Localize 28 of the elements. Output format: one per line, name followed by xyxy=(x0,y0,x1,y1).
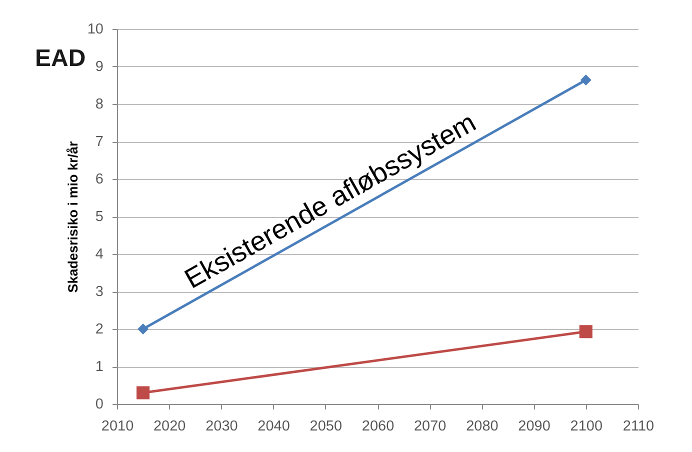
y-tick-label: 0 xyxy=(95,396,104,412)
x-tick-label: 2100 xyxy=(570,418,603,434)
point xyxy=(138,324,149,334)
y-tick-label: 5 xyxy=(95,209,104,225)
x-tick-label: 2030 xyxy=(206,418,238,434)
point xyxy=(579,325,592,338)
point xyxy=(580,74,592,86)
x-tick-label: 2060 xyxy=(362,418,394,434)
y-tick-label: 9 xyxy=(95,59,104,75)
x-tick-label: 2110 xyxy=(622,418,654,434)
y-axis-title: Skadesrisiko i mio kr/år xyxy=(65,140,80,293)
y-tick-label: 1 xyxy=(95,359,104,375)
text: EAD xyxy=(35,45,86,72)
y-tick-label: 7 xyxy=(95,134,104,150)
y-tick-label: 8 xyxy=(95,96,104,112)
y-tick-label: 10 xyxy=(87,22,104,38)
x-tick-label: 2070 xyxy=(414,418,446,434)
x-tick-label: 2080 xyxy=(466,418,498,434)
x-tick-label: 2010 xyxy=(101,418,134,434)
x-tick-label: 2040 xyxy=(258,418,290,434)
y-tick-label: 3 xyxy=(95,284,104,300)
y-tick-label: 2 xyxy=(95,322,104,338)
x-tick-label: 2090 xyxy=(518,418,550,434)
y-tick-label: 6 xyxy=(95,172,104,188)
y-tick-label: 4 xyxy=(95,246,104,262)
x-tick-label: 2050 xyxy=(310,418,342,434)
point xyxy=(136,386,150,400)
x-tick-label: 2020 xyxy=(153,418,186,434)
